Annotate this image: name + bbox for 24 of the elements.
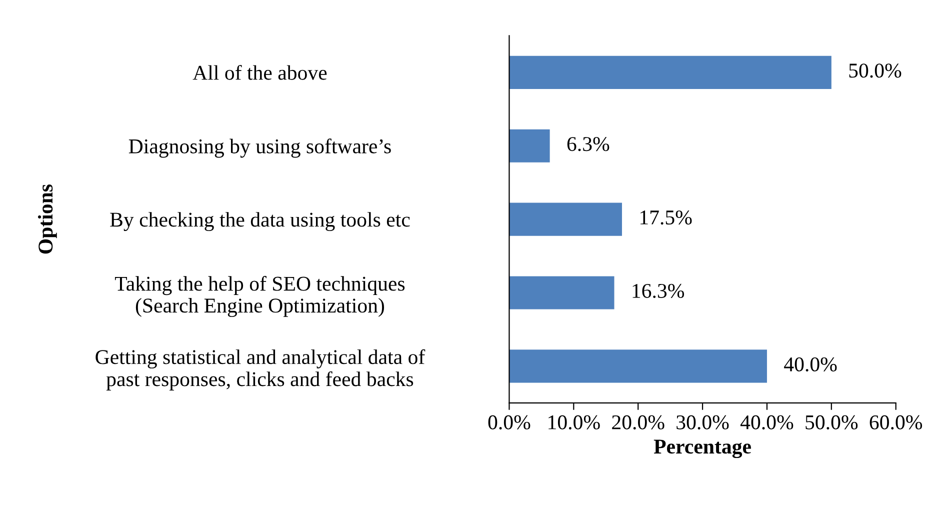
x-tick-label: 30.0% (676, 415, 729, 430)
bar (509, 202, 622, 236)
y-tick-label: Taking the help of SEO techniques (Search Engine Optimization) (114, 276, 405, 317)
data-label: 40.0% (784, 357, 837, 372)
bar (509, 56, 832, 89)
y-tick-label: All of the above (192, 64, 327, 80)
x-tick-label: 60.0% (870, 415, 922, 430)
x-tick-label: 10.0% (548, 415, 600, 430)
data-label: 50.0% (849, 64, 902, 78)
bar (509, 129, 550, 162)
x-tick-label: 0.0% (488, 415, 530, 430)
y-axis-title: Options (38, 184, 57, 254)
x-tick-label: 50.0% (806, 415, 858, 430)
x-tick-label: 40.0% (740, 415, 794, 430)
data-label: 16.3% (632, 284, 684, 298)
bar (509, 350, 767, 383)
x-axis-title: Percentage (654, 440, 751, 458)
data-label: 17.5% (640, 210, 692, 225)
y-tick-label: Diagnosing by using software’s (128, 138, 391, 158)
bar (509, 276, 614, 310)
y-tick-label: Getting statistical and analytical data of past responses, clicks and feed backs (96, 349, 426, 390)
y-tick-label: By checking the data using tools etc (110, 212, 410, 232)
x-tick-label: 20.0% (612, 415, 664, 430)
data-label: 6.3% (567, 137, 610, 152)
